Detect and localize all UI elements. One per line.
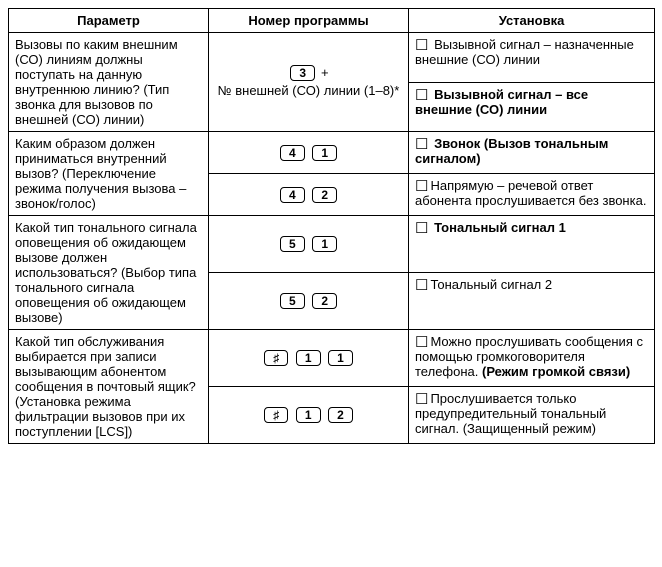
table-row: Какой тип обслуживания выбирается при за…: [9, 330, 655, 387]
plus-sign: +: [321, 64, 329, 82]
table-row: Вызовы по каким внешним (СО) линиям долж…: [9, 33, 655, 83]
setting-cell: ☐ Вызывной сигнал – все внешние (СО) лин…: [409, 82, 655, 132]
header-setting: Установка: [409, 9, 655, 33]
key-button: 1: [312, 145, 337, 161]
table-row: Какой тип тонального сигнала оповещения …: [9, 216, 655, 273]
prog-cell: 3 + № внешней (СО) линии (1–8)*: [209, 33, 409, 132]
prog-extra-text: № внешней (СО) линии (1–8)*: [218, 83, 400, 98]
prog-cell: ♯ 1 1: [209, 330, 409, 387]
setting-text: Тональный сигнал 1: [430, 220, 565, 235]
key-button: 2: [312, 293, 337, 309]
key-button: 4: [280, 145, 305, 161]
setting-cell: ☐Напрямую – речевой ответ абонента просл…: [409, 174, 655, 216]
setting-cell: ☐Прослушивается только предупредительный…: [409, 387, 655, 444]
param-cell: Вызовы по каким внешним (СО) линиям долж…: [9, 33, 209, 132]
prog-cell: 4 1: [209, 132, 409, 174]
prog-cell: 5 1: [209, 216, 409, 273]
param-cell: Каким образом должен приниматься внутрен…: [9, 132, 209, 216]
setting-text: Вызывной сигнал – все внешние (СО) линии: [415, 87, 588, 117]
key-button: 5: [280, 293, 305, 309]
header-prog: Номер программы: [209, 9, 409, 33]
hash-key-icon: ♯: [264, 407, 288, 423]
key-button: 3: [290, 65, 315, 81]
setting-text: Тональный сигнал 2: [430, 277, 552, 292]
table-header-row: Параметр Номер программы Установка: [9, 9, 655, 33]
key-button: 4: [280, 187, 305, 203]
setting-text: Вызывной сигнал – назначенные внешние (С…: [415, 37, 634, 67]
setting-text: Прослушивается только предупредительный …: [415, 391, 606, 436]
key-button: 2: [328, 407, 353, 423]
param-cell: Какой тип обслуживания выбирается при за…: [9, 330, 209, 444]
setting-cell: ☐ Вызывной сигнал – назначенные внешние …: [409, 33, 655, 83]
setting-cell: ☐ Звонок (Вызов тональным сигналом): [409, 132, 655, 174]
key-button: 1: [312, 236, 337, 252]
prog-cell: ♯ 1 2: [209, 387, 409, 444]
settings-table: Параметр Номер программы Установка Вызов…: [8, 8, 655, 444]
checkbox-icon: ☐: [415, 220, 428, 237]
key-button: 2: [312, 187, 337, 203]
param-cell: Какой тип тонального сигнала оповещения …: [9, 216, 209, 330]
key-button: 1: [296, 407, 321, 423]
prog-cell: 5 2: [209, 273, 409, 330]
header-param: Параметр: [9, 9, 209, 33]
key-button: 1: [296, 350, 321, 366]
key-button: 1: [328, 350, 353, 366]
hash-key-icon: ♯: [264, 350, 288, 366]
checkbox-icon: ☐: [415, 277, 428, 294]
setting-cell: ☐ Тональный сигнал 1: [409, 216, 655, 273]
setting-cell: ☐Можно прослушивать сообщения с помощью …: [409, 330, 655, 387]
setting-text-bold: (Режим громкой связи): [482, 364, 630, 379]
key-button: 5: [280, 236, 305, 252]
prog-cell: 4 2: [209, 174, 409, 216]
table-row: Каким образом должен приниматься внутрен…: [9, 132, 655, 174]
setting-text: Напрямую – речевой ответ абонента прослу…: [415, 178, 646, 208]
setting-text: Звонок (Вызов тональным сигналом): [415, 136, 608, 166]
setting-cell: ☐Тональный сигнал 2: [409, 273, 655, 330]
